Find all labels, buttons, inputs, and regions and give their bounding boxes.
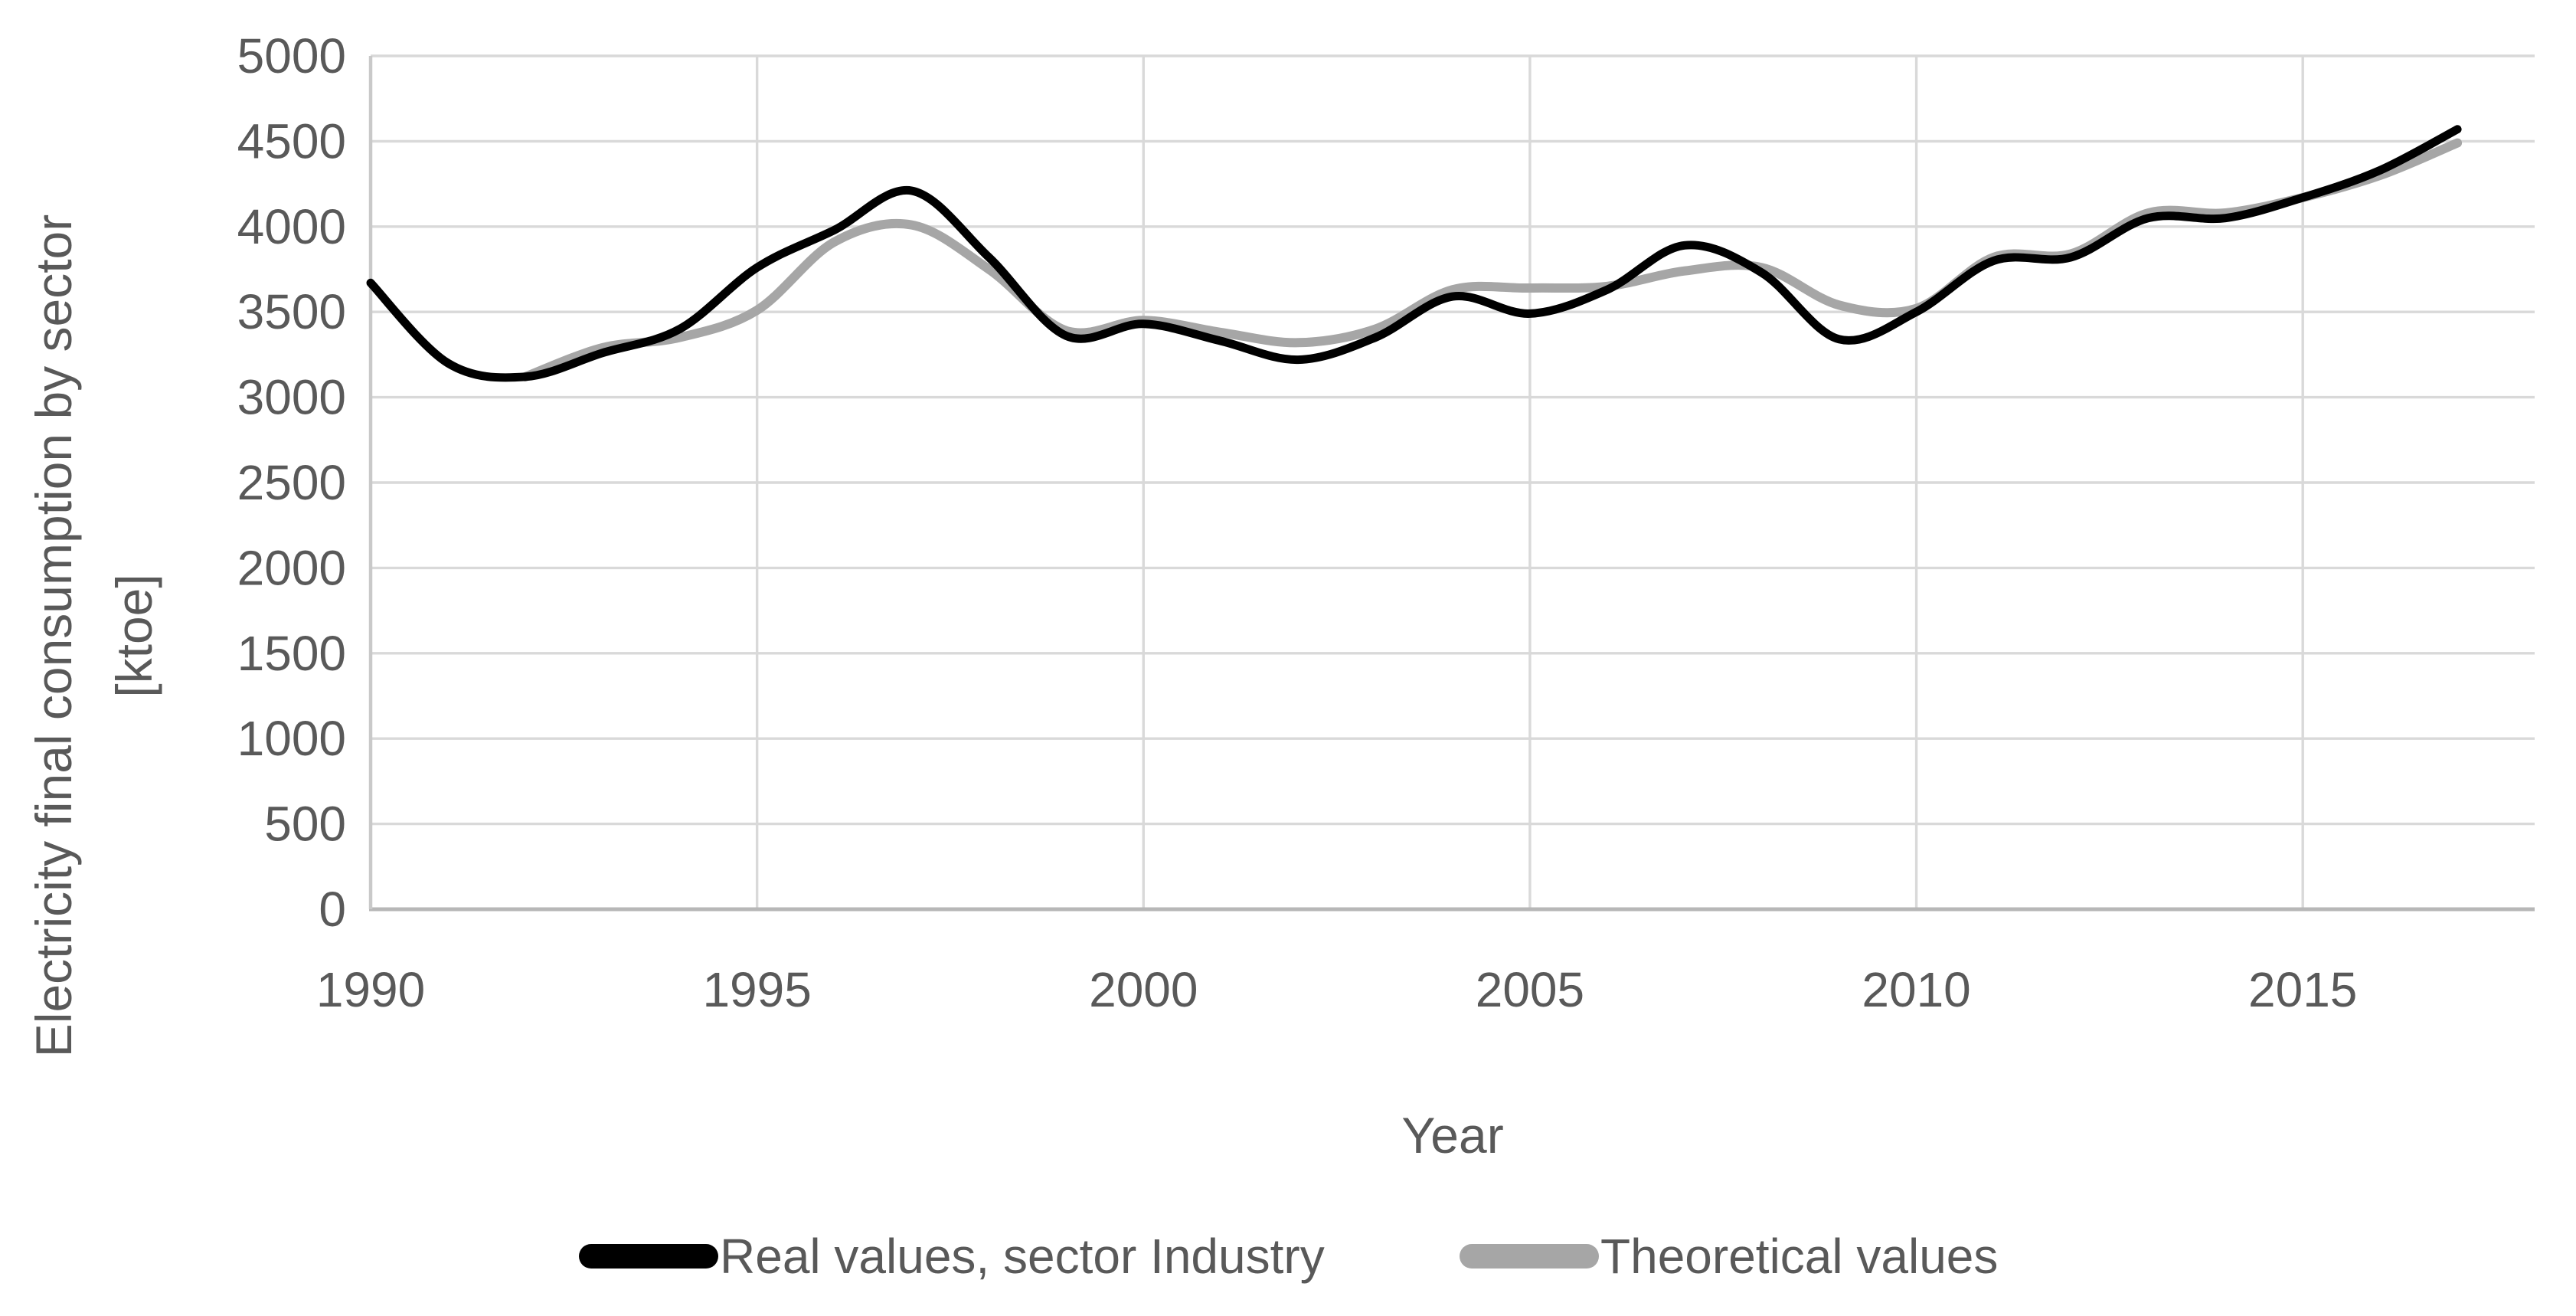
legend: Real values, sector Industry Theoretical… [579,1229,1998,1284]
series-line-theoretical-values [520,138,2463,381]
y-tick-label: 4000 [237,199,346,254]
y-tick-label: 1000 [237,711,346,766]
x-tick-label: 2005 [1476,962,1584,1017]
x-axis-title: Year [1401,1107,1503,1164]
y-tick-label: 3000 [237,370,346,425]
y-tick-label: 3500 [237,284,346,339]
y-axis-title-line2: [ktoe] [106,574,162,697]
legend-label-theoretical-values: Theoretical values [1600,1229,1998,1284]
x-tick-label: 1990 [316,962,425,1017]
y-tick-label: 5000 [237,28,346,83]
gridlines [371,54,2535,909]
y-tick-label: 2500 [237,455,346,510]
x-tick-label: 2010 [1862,962,1970,1017]
y-tick-label: 500 [264,797,346,852]
series-line-real-values [366,125,2462,382]
y-tick-label: 1500 [237,626,346,681]
y-axis-title-line1: Electricity final consumption by sector [25,214,82,1057]
y-axis-tick-labels: 0 500 1000 1500 2000 2500 3000 3500 4000 4500 5000 [237,28,346,937]
axis-lines [368,56,2535,912]
x-tick-label: 1995 [702,962,811,1017]
legend-label-real-values: Real values, sector Industry [720,1229,1325,1284]
y-tick-label: 2000 [237,540,346,595]
y-tick-label: 0 [319,882,346,937]
x-axis-tick-labels: 1990 1995 2000 2005 2010 2015 [316,962,2358,1017]
series-lines [366,125,2463,382]
x-tick-label: 2000 [1089,962,1198,1017]
y-tick-label: 4500 [237,113,346,169]
x-tick-label: 2015 [2248,962,2357,1017]
